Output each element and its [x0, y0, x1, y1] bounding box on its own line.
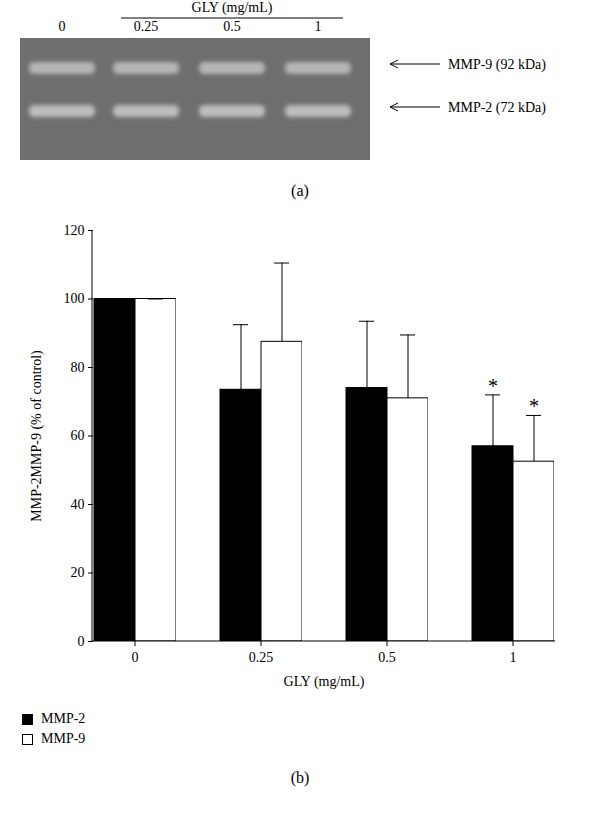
svg-text:*: *	[488, 375, 498, 397]
svg-text:0: 0	[132, 650, 139, 665]
svg-text:*: *	[529, 395, 539, 417]
html-text:MMP-2: MMP-2	[41, 711, 86, 726]
svg-text:MMP-2MMP-9 (% of control): MMP-2MMP-9 (% of control)	[29, 350, 45, 522]
svg-text:MMP-2 (72 kDa): MMP-2 (72 kDa)	[448, 100, 546, 116]
svg-text:0: 0	[78, 634, 85, 649]
svg-text:20: 20	[71, 565, 85, 580]
svg-text:60: 60	[71, 428, 85, 443]
svg-text:GLY (mg/mL): GLY (mg/mL)	[192, 0, 273, 16]
html-text:MMP-9: MMP-9	[41, 731, 86, 746]
svg-text:120: 120	[64, 223, 85, 238]
svg-text:100: 100	[64, 291, 85, 306]
svg-text:0.25: 0.25	[134, 19, 159, 34]
svg-text:0: 0	[59, 19, 66, 34]
svg-text:0.25: 0.25	[249, 650, 274, 665]
svg-text:1: 1	[510, 650, 517, 665]
svg-text:(a): (a)	[291, 182, 309, 200]
svg-text:GLY (mg/mL): GLY (mg/mL)	[284, 674, 365, 690]
svg-text:0.5: 0.5	[378, 650, 396, 665]
svg-text:80: 80	[71, 360, 85, 375]
svg-text:MMP-9 (92 kDa): MMP-9 (92 kDa)	[448, 57, 546, 73]
html-text:(b): (b)	[290, 769, 310, 786]
svg-text:1: 1	[315, 19, 322, 34]
svg-text:0.5: 0.5	[223, 19, 241, 34]
svg-text:40: 40	[71, 497, 85, 512]
